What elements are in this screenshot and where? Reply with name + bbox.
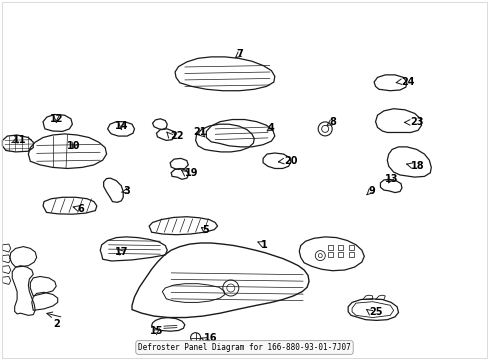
Text: Defroster Panel Diagram for 166-880-93-01-7J07: Defroster Panel Diagram for 166-880-93-0… <box>138 343 350 352</box>
Text: 6: 6 <box>77 204 84 214</box>
Text: 8: 8 <box>328 117 335 127</box>
Text: 19: 19 <box>184 168 198 178</box>
Text: 1: 1 <box>260 240 267 250</box>
Text: 25: 25 <box>368 307 382 318</box>
Text: 5: 5 <box>202 225 208 235</box>
Text: 21: 21 <box>192 127 206 138</box>
Text: 13: 13 <box>384 174 397 184</box>
Text: 7: 7 <box>236 49 243 59</box>
Text: 15: 15 <box>149 326 163 336</box>
Text: 2: 2 <box>53 319 60 329</box>
Text: 12: 12 <box>49 114 63 124</box>
Text: 14: 14 <box>114 121 128 131</box>
Text: 9: 9 <box>367 186 374 196</box>
Text: 17: 17 <box>114 247 128 257</box>
Text: 23: 23 <box>409 117 423 127</box>
Text: 11: 11 <box>13 135 26 145</box>
Text: 22: 22 <box>170 131 183 141</box>
Text: 16: 16 <box>204 333 218 343</box>
Text: 20: 20 <box>284 156 298 166</box>
Text: 10: 10 <box>66 141 80 151</box>
Text: 3: 3 <box>123 186 130 196</box>
Text: 4: 4 <box>267 123 274 133</box>
Text: 18: 18 <box>410 161 424 171</box>
Text: 24: 24 <box>400 77 414 87</box>
